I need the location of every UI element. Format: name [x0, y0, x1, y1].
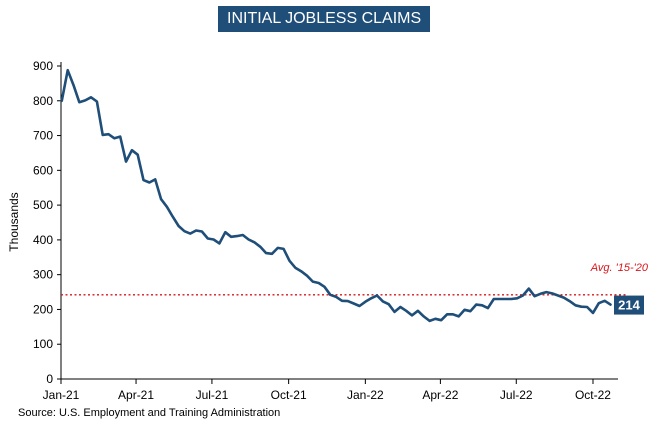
- chart-title: INITIAL JOBLESS CLAIMS: [218, 6, 431, 32]
- y-tick-label: 0: [46, 372, 53, 386]
- x-tick-label: Oct-22: [575, 388, 611, 402]
- reference-line-group: Avg. '15-'20: [61, 262, 649, 296]
- x-tick-label: Jul-22: [500, 388, 533, 402]
- reference-line-label: Avg. '15-'20: [590, 262, 649, 274]
- y-tick-label: 200: [33, 302, 53, 316]
- y-axis-label: Thousands: [7, 192, 21, 251]
- series-group: [60, 68, 612, 323]
- y-tick-label: 800: [33, 94, 53, 108]
- y-tick-label: 600: [33, 163, 53, 177]
- y-tick-label: 400: [33, 233, 53, 247]
- x-tick-label: Apr-22: [422, 388, 458, 402]
- y-tick-label: 100: [33, 337, 53, 351]
- y-axis: 0 100 200 300 400 500 600 700 800 900: [33, 59, 62, 386]
- x-tick-label: Jul-21: [196, 388, 229, 402]
- end-value-badge: 214: [614, 295, 644, 315]
- series-line: [60, 68, 612, 323]
- y-tick-label: 700: [33, 129, 53, 143]
- y-tick-label: 900: [33, 59, 53, 73]
- end-value-label: 214: [618, 298, 640, 313]
- y-tick-label: 300: [33, 268, 53, 282]
- x-tick-label: Oct-21: [271, 388, 307, 402]
- source-note: Source: U.S. Employment and Training Adm…: [18, 407, 281, 419]
- end-value-badge-box: [614, 295, 644, 315]
- x-tick-label: Jan-21: [43, 388, 80, 402]
- x-axis: Jan-21 Apr-21 Jul-21 Oct-21 Jan-22 Apr-22 Jul-…: [43, 378, 618, 402]
- x-tick-label: Apr-21: [118, 388, 154, 402]
- x-tick-label: Jan-22: [347, 388, 384, 402]
- y-tick-label: 500: [33, 198, 53, 212]
